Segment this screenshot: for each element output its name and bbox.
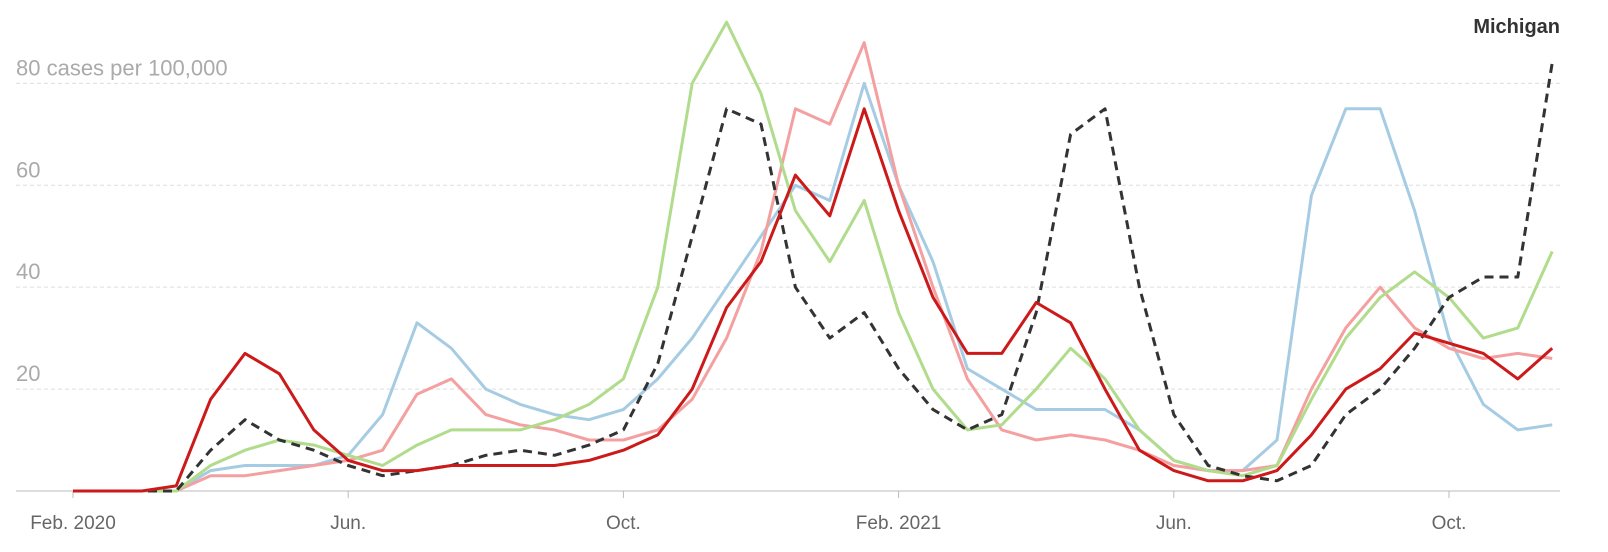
x-tick-label: Jun. <box>1156 513 1192 534</box>
series-line <box>73 81 1553 493</box>
y-tick-label: 60 <box>16 157 40 182</box>
y-tick-label: 40 <box>16 259 40 284</box>
series-label: Michigan <box>1473 16 1560 38</box>
y-tick-label: 20 <box>16 361 40 386</box>
x-tick-label: Jun. <box>330 513 366 534</box>
series-line <box>73 62 1554 493</box>
x-tick-label: Oct. <box>1432 513 1467 534</box>
x-tick-label: Oct. <box>606 513 641 534</box>
series-line <box>73 41 1553 493</box>
x-tick-label: Feb. 2021 <box>856 513 942 534</box>
series-line <box>73 107 1554 493</box>
series-line <box>73 20 1554 493</box>
x-tick-label: Feb. 2020 <box>30 513 116 534</box>
y-tick-label: 80 cases per 100,000 <box>16 55 228 80</box>
